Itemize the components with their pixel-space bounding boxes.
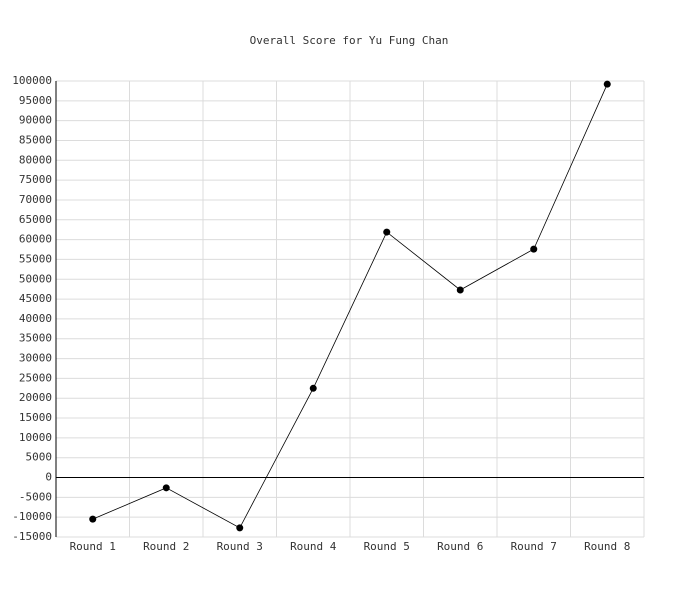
- x-tick-label: Round 6: [437, 540, 483, 553]
- y-tick-label: 10000: [19, 431, 52, 444]
- x-tick-label: Round 8: [584, 540, 630, 553]
- chart-title: Overall Score for Yu Fung Chan: [250, 34, 449, 47]
- y-tick-label: 45000: [19, 292, 52, 305]
- y-tick-label: 35000: [19, 332, 52, 345]
- y-tick-label: 0: [45, 471, 52, 484]
- y-tick-label: 40000: [19, 312, 52, 325]
- data-point: [383, 228, 391, 236]
- y-tick-label: -10000: [12, 510, 52, 523]
- y-tick-label: 60000: [19, 233, 52, 246]
- data-point: [603, 80, 611, 88]
- y-tick-label: 70000: [19, 193, 52, 206]
- y-tick-label: 90000: [19, 114, 52, 127]
- y-tick-label: 80000: [19, 153, 52, 166]
- x-tick-label: Round 7: [511, 540, 557, 553]
- y-tick-label: 65000: [19, 213, 52, 226]
- y-tick-label: 85000: [19, 133, 52, 146]
- y-tick-label: 25000: [19, 371, 52, 384]
- data-point: [456, 286, 464, 294]
- x-tick-label: Round 3: [217, 540, 263, 553]
- y-tick-label: -5000: [19, 490, 52, 503]
- y-tick-label: 75000: [19, 173, 52, 186]
- data-point: [89, 515, 97, 523]
- x-tick-label: Round 2: [143, 540, 189, 553]
- y-tick-label: 5000: [26, 451, 53, 464]
- y-tick-label: 15000: [19, 411, 52, 424]
- data-point: [309, 384, 317, 392]
- y-tick-label: 20000: [19, 391, 52, 404]
- y-tick-label: 55000: [19, 252, 52, 265]
- x-tick-label: Round 1: [70, 540, 116, 553]
- x-tick-label: Round 5: [364, 540, 410, 553]
- data-point: [162, 484, 170, 492]
- y-tick-label: 95000: [19, 94, 52, 107]
- series-line: [92, 84, 608, 529]
- y-tick-label: 50000: [19, 272, 52, 285]
- y-tick-label: 100000: [12, 74, 52, 87]
- data-point: [530, 245, 538, 253]
- y-tick-label: -15000: [12, 530, 52, 543]
- data-point: [236, 524, 244, 532]
- y-tick-label: 30000: [19, 352, 52, 365]
- x-tick-label: Round 4: [290, 540, 337, 553]
